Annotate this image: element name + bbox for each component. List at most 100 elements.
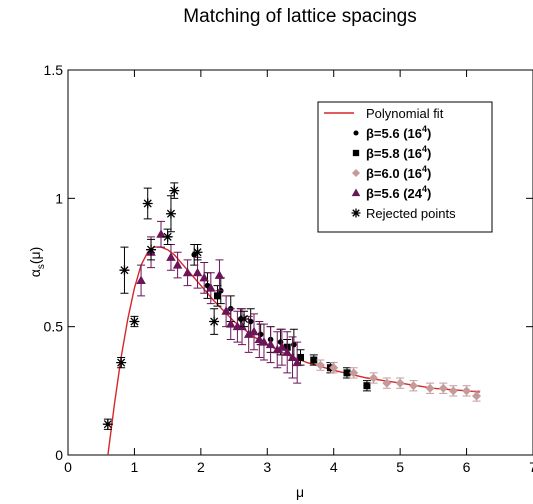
fit-curve [107,246,480,456]
legend-label: Rejected points [366,206,456,221]
data-point [169,185,180,196]
data-point [292,357,302,367]
data-point [462,386,472,396]
data-point [237,321,247,331]
legend-label: β=6.0 (164) [366,164,431,181]
data-point [142,198,153,209]
data-point [214,270,225,279]
data-point [213,292,221,300]
legend-label-text: Polynomial fit [366,106,444,121]
legend-label-sup: 4 [422,144,427,154]
data-point [259,337,269,346]
data-point [146,244,157,255]
data-point [226,319,236,328]
data-point [221,306,231,315]
y-tick-label: 0.5 [44,319,64,335]
data-point [282,347,292,356]
data-point [272,344,282,354]
chart-title: Matching of lattice spacings [183,6,416,27]
data-point [343,369,351,377]
data-point [472,391,482,401]
y-axis-label-main: α [27,269,43,277]
legend-swatch [353,130,359,136]
legend-swatch [351,188,361,197]
data-point [102,419,113,430]
data-point [254,334,265,343]
data-point [382,378,392,388]
data-point [119,265,130,276]
y-tick-label: 0 [55,447,63,463]
data-point [395,378,405,388]
data-point [247,318,254,325]
y-tick-label: 1 [55,190,63,206]
data-point [239,313,250,324]
data-point [297,353,304,361]
x-tick-label: 4 [330,459,338,475]
series-3 [315,359,482,402]
data-point [277,342,287,351]
data-point [425,383,435,393]
y-axis: 0 0.5 1 1.5 [44,62,533,463]
y-axis-label: αs(μ) [27,247,47,277]
legend-label-sup: 4 [422,184,427,194]
legend-swatch [351,208,361,218]
legend-label-text: β=5.6 (16 [366,126,422,141]
data-point [206,283,216,292]
data-point [162,231,173,242]
y-axis-label-tail: (μ) [27,247,43,264]
data-point [329,363,339,373]
x-tick-label: 5 [396,459,404,475]
legend-label-tail: ) [427,146,431,161]
data-point [448,386,458,396]
legend-label-sup: 4 [422,124,427,134]
data-point [116,357,127,368]
data-point [265,339,276,349]
data-point [363,382,371,390]
data-point [165,208,176,219]
data-point [438,383,448,393]
legend-label-text: β=6.0 (16 [366,166,422,181]
x-tick-label: 3 [263,459,271,475]
x-axis: 0 1 2 3 4 5 6 7 [64,70,533,475]
series-4 [136,220,302,384]
data-point [369,373,379,383]
legend-label: β=5.8 (164) [366,144,431,161]
data-point [136,275,146,284]
chart-marks [102,182,482,456]
legend-box [317,101,493,233]
data-point [199,272,209,282]
plot-area [67,69,533,456]
data-point [209,316,220,327]
legend-label-tail: ) [427,166,431,181]
legend-label-text: Rejected points [366,206,456,221]
legend-label: Polynomial fit [366,106,444,121]
legend-label-text: β=5.6 (24 [366,186,423,201]
data-point [166,252,176,261]
data-point [291,341,297,348]
data-point [315,360,325,370]
x-tick-label: 0 [64,459,72,475]
data-point [192,267,203,277]
data-point [408,381,418,391]
data-point [349,368,359,378]
series-5 [102,182,250,430]
data-point [192,247,203,258]
legend-label-tail: ) [427,186,431,201]
x-tick-label: 1 [131,459,139,475]
y-axis-label-sub: s [36,264,47,269]
data-point [129,316,140,327]
x-tick-label: 6 [463,459,471,475]
legend-swatch [352,149,360,157]
legend-label: β=5.6 (164) [366,124,431,141]
data-point [287,352,298,361]
x-tick-label: 7 [529,459,533,475]
legend-label-tail: ) [427,126,431,141]
x-axis-label: μ [296,484,304,500]
data-point [182,267,193,277]
x-tick-label: 2 [197,459,205,475]
data-point [156,229,166,238]
plot-frame [67,69,533,456]
legend-label: β=5.6 (244) [366,184,431,201]
